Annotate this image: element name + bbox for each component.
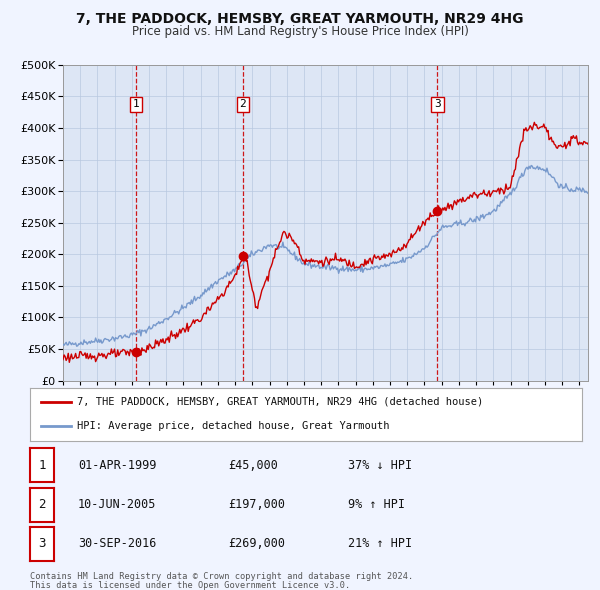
Text: 2: 2 — [239, 99, 246, 109]
Text: 3: 3 — [434, 99, 441, 109]
Text: 2: 2 — [38, 498, 46, 512]
Text: 7, THE PADDOCK, HEMSBY, GREAT YARMOUTH, NR29 4HG: 7, THE PADDOCK, HEMSBY, GREAT YARMOUTH, … — [76, 12, 524, 26]
Text: 21% ↑ HPI: 21% ↑ HPI — [348, 537, 412, 550]
Text: This data is licensed under the Open Government Licence v3.0.: This data is licensed under the Open Gov… — [30, 581, 350, 590]
Text: 9% ↑ HPI: 9% ↑ HPI — [348, 498, 405, 512]
Text: 1: 1 — [38, 458, 46, 472]
Text: 7, THE PADDOCK, HEMSBY, GREAT YARMOUTH, NR29 4HG (detached house): 7, THE PADDOCK, HEMSBY, GREAT YARMOUTH, … — [77, 397, 483, 407]
Text: Contains HM Land Registry data © Crown copyright and database right 2024.: Contains HM Land Registry data © Crown c… — [30, 572, 413, 581]
Text: 37% ↓ HPI: 37% ↓ HPI — [348, 458, 412, 472]
Text: 1: 1 — [133, 99, 140, 109]
Text: £45,000: £45,000 — [228, 458, 278, 472]
Text: £197,000: £197,000 — [228, 498, 285, 512]
Text: HPI: Average price, detached house, Great Yarmouth: HPI: Average price, detached house, Grea… — [77, 421, 389, 431]
Text: 3: 3 — [38, 537, 46, 550]
Text: 01-APR-1999: 01-APR-1999 — [78, 458, 157, 472]
Text: Price paid vs. HM Land Registry's House Price Index (HPI): Price paid vs. HM Land Registry's House … — [131, 25, 469, 38]
Text: £269,000: £269,000 — [228, 537, 285, 550]
Text: 30-SEP-2016: 30-SEP-2016 — [78, 537, 157, 550]
Text: 10-JUN-2005: 10-JUN-2005 — [78, 498, 157, 512]
